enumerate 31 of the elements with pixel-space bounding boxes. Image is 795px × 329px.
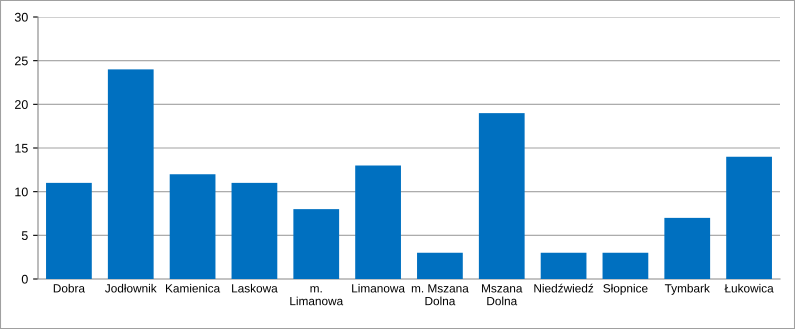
x-tick-label: Dobra [54,284,85,293]
bar [170,174,216,279]
x-tick-label: Słopnice [603,284,648,295]
x-tick-label: Niedźwiedź [534,284,594,293]
bar [108,69,154,279]
bar [417,252,463,279]
x-tick-label: Jodłownik [105,284,157,293]
bar [602,252,648,279]
x-tick-label: Laskowa [232,284,278,293]
bar [664,218,710,279]
y-tick-label: 0 [22,274,28,284]
bar [726,156,772,279]
bar [355,165,401,279]
bar [293,209,340,279]
x-tick-label: Mszana Dolna [482,284,522,306]
bar [478,113,525,279]
y-tick-label: 5 [22,231,28,240]
x-tick-label: Limanowa [352,284,405,293]
bar [46,182,92,279]
y-tick-label: 20 [15,100,28,109]
y-tick-label: 30 [14,12,28,22]
bar [540,252,586,279]
x-tick-label: m. Limanowa [290,286,344,306]
x-tick-label: Kamienica [166,284,220,293]
y-tick-label: 10 [15,187,28,196]
x-tick-label: m. Mszana Dolna [412,284,469,306]
y-tick-label: 15 [15,144,28,153]
x-tick-label: Łukowica [724,284,774,293]
y-tick-label: 25 [15,56,28,66]
bar [232,182,278,279]
x-tick-label: Tymbark [664,284,710,295]
